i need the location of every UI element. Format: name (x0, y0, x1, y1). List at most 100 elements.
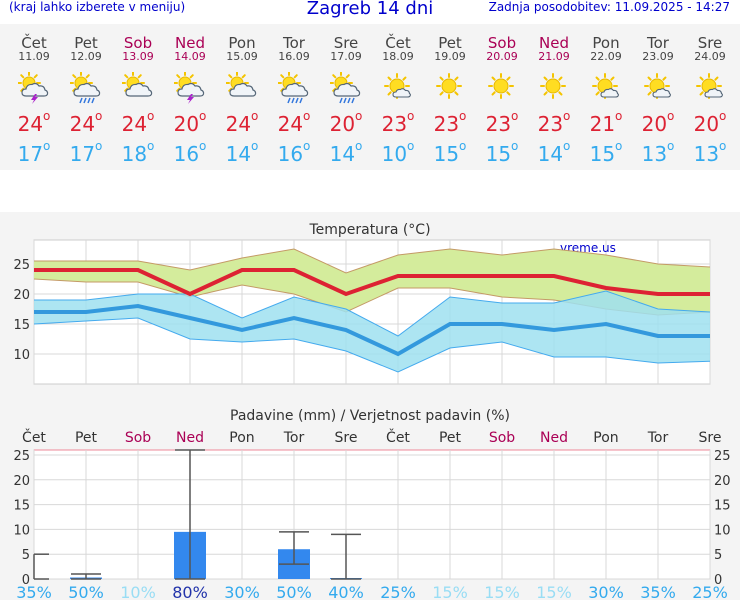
sun-cloud-icon (225, 71, 258, 104)
min-temperature: 14o (537, 139, 571, 166)
min-temperature: 13o (693, 139, 727, 166)
day-forecast: Sob 20.09 23o 15o (476, 24, 528, 170)
precipitation-chart-title: Padavine (mm) / Verjetnost padavin (%) (230, 408, 510, 424)
max-temperature: 24o (121, 109, 155, 136)
y-tick-label-right: 5 (714, 548, 722, 563)
max-temperature: 21o (589, 109, 623, 136)
day-date: 22.09 (590, 50, 622, 63)
min-temperature: 17o (17, 139, 51, 166)
precipitation-probability: 30% (588, 583, 624, 602)
precipitation-probability: 40% (328, 583, 364, 602)
header: (kraj lahko izberete v meniju) Zagreb 14… (0, 0, 740, 22)
day-forecast: Pon 15.09 24o 14o (216, 24, 268, 170)
sun-small-cloud-icon (590, 72, 622, 104)
max-temperature: 20o (693, 109, 727, 136)
day-date: 13.09 (122, 50, 154, 63)
min-temperature-range-band (34, 291, 710, 372)
day-forecast: Sob 13.09 24o 18o (112, 24, 164, 170)
day-date: 18.09 (382, 50, 414, 63)
day-name: Pet (74, 34, 98, 52)
max-temperature: 23o (381, 109, 415, 136)
day-name: Sob (123, 34, 153, 52)
location-menu-hint[interactable]: (kraj lahko izberete v meniju) (9, 0, 186, 14)
day-date: 21.09 (538, 50, 570, 63)
day-forecast: Ned 14.09 20o 16o (164, 24, 216, 170)
max-temperature: 24o (17, 109, 51, 136)
day-forecast: Čet 18.09 23o 10o (372, 24, 424, 170)
day-date: 15.09 (226, 50, 258, 63)
max-temperature: 20o (641, 109, 675, 136)
x-tick-label: Pet (75, 430, 98, 446)
precipitation-probability: 15% (484, 583, 520, 602)
day-forecast: Pet 12.09 24o 17o (60, 24, 112, 170)
day-forecast: Tor 23.09 20o 13o (632, 24, 684, 170)
max-temperature: 24o (225, 109, 259, 136)
day-date: 23.09 (642, 50, 674, 63)
day-name: Sre (333, 34, 359, 52)
x-tick-label: Sob (125, 430, 151, 446)
y-tick-label-left: 0 (22, 573, 30, 588)
sun-icon (486, 72, 518, 104)
y-tick-label-left: 25 (13, 449, 30, 464)
precipitation-probability: 15% (432, 583, 468, 602)
day-date: 17.09 (330, 50, 362, 63)
x-tick-label: Čet (386, 428, 410, 446)
max-temperature-range-band (34, 249, 710, 315)
y-tick-label-left: 5 (22, 548, 30, 563)
min-temperature: 16o (277, 139, 311, 166)
day-date: 16.09 (278, 50, 310, 63)
max-temperature-line (34, 268, 710, 297)
max-temperature: 24o (69, 109, 103, 136)
precipitation-probability: 30% (224, 583, 260, 602)
precipitation-range-whisker (175, 449, 205, 580)
precipitation-chart: Padavine (mm) / Verjetnost padavin (%) Če… (13, 408, 731, 602)
range-band-edge (34, 290, 711, 337)
x-tick-label: Čet (22, 428, 46, 446)
y-tick-label-right: 0 (714, 573, 722, 588)
day-forecast: Sre 24.09 20o 13o (684, 24, 736, 170)
y-tick-label-right: 25 (714, 449, 731, 464)
page-title: Zagreb 14 dni (306, 0, 434, 19)
day-date: 12.09 (70, 50, 102, 63)
sun-cloud-rain-icon (329, 71, 362, 104)
sun-cloud-rain-icon (277, 71, 310, 104)
min-temperature: 15o (589, 139, 623, 166)
day-name: Pon (228, 34, 256, 52)
range-band-edge (33, 317, 711, 373)
min-temperature: 10o (381, 139, 415, 166)
x-tick-label: Sre (699, 430, 722, 446)
precipitation-probability: 35% (16, 583, 52, 602)
day-forecast: Pet 19.09 23o 15o (424, 24, 476, 170)
x-tick-label: Ned (176, 430, 204, 446)
x-tick-label: Ned (540, 430, 568, 446)
sun-icon (538, 72, 570, 104)
charts-panel: Temperatura (°C) 10 15 20 25 vreme.us Padavin… (0, 212, 740, 602)
min-temperature: 17o (69, 139, 103, 166)
min-temperature: 13o (641, 139, 675, 166)
day-date: 19.09 (434, 50, 466, 63)
max-temperature: 20o (173, 109, 207, 136)
precipitation-probability: 35% (640, 583, 676, 602)
sun-icon (434, 72, 466, 104)
y-tick-label-right: 15 (714, 499, 731, 514)
sun-small-cloud-icon (694, 72, 726, 104)
x-tick-label: Tor (283, 430, 305, 446)
precipitation-probability: 50% (68, 583, 104, 602)
precipitation-range-whisker (279, 531, 309, 565)
precipitation-probability: 25% (692, 583, 728, 602)
day-forecast: Čet 11.09 24o 17o (8, 24, 60, 170)
day-name: Čet (21, 34, 47, 52)
precipitation-plot-area (33, 449, 711, 580)
day-name: Pet (438, 34, 462, 52)
y-tick-label-right: 20 (714, 474, 731, 489)
day-name: Tor (283, 34, 305, 52)
y-tick-label-left: 15 (13, 499, 30, 514)
max-temperature: 23o (537, 109, 571, 136)
day-name: Tor (647, 34, 669, 52)
precipitation-probability: 10% (120, 583, 156, 602)
max-temperature: 24o (277, 109, 311, 136)
day-forecast: Ned 21.09 23o 14o (528, 24, 580, 170)
day-forecast: Sre 17.09 20o 14o (320, 24, 372, 170)
y-tick-label: 20 (13, 288, 30, 303)
